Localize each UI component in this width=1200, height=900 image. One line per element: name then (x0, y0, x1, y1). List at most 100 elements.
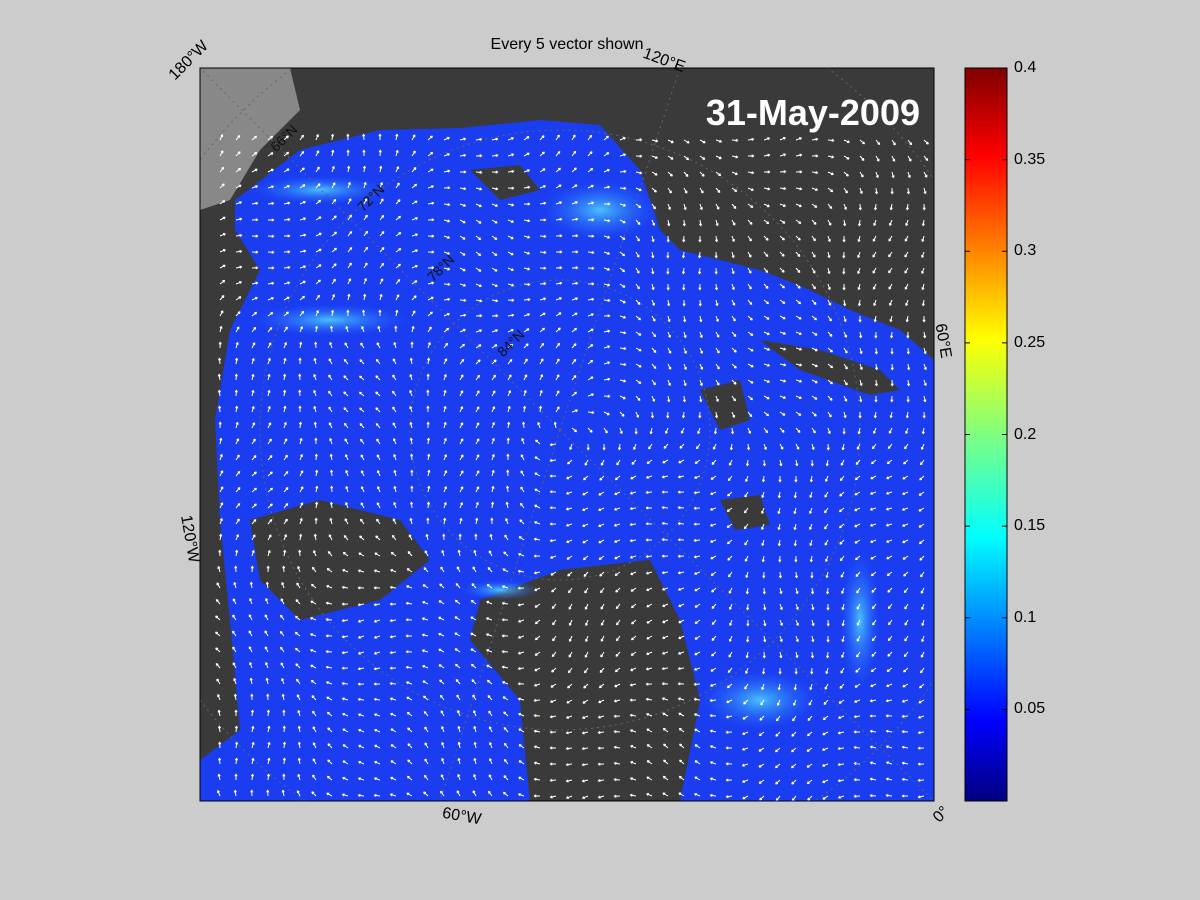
drift-vector (551, 651, 557, 658)
drift-vector (795, 251, 801, 257)
drift-vector (922, 315, 926, 323)
drift-vector (267, 185, 275, 189)
drift-vector (427, 281, 435, 285)
drift-vector (219, 518, 223, 525)
drift-vector (709, 761, 717, 765)
drift-vector (614, 571, 621, 576)
drift-vector (312, 742, 317, 749)
drift-vector (533, 537, 541, 541)
drift-vector (411, 295, 417, 301)
drift-vector (520, 486, 525, 493)
drift-vector (310, 617, 317, 621)
drift-vector (795, 587, 799, 595)
drift-vector (299, 295, 306, 301)
drift-vector (360, 470, 365, 477)
drift-vector (376, 342, 381, 349)
drift-vector (555, 167, 561, 173)
drift-vector (553, 421, 557, 429)
drift-vector (763, 235, 769, 241)
drift-vector (299, 249, 307, 253)
drift-vector (661, 667, 669, 671)
drift-vector (742, 779, 749, 783)
drift-vector (872, 283, 877, 290)
drift-vector (328, 358, 333, 365)
drift-vector (744, 555, 749, 562)
drift-vector (295, 599, 301, 605)
drift-vector (422, 680, 429, 685)
drift-vector (395, 263, 401, 269)
drift-vector (906, 379, 911, 387)
drift-vector (294, 615, 301, 621)
drift-vector (779, 347, 787, 351)
drift-vector (920, 571, 925, 578)
colorbar-tick-label: 0.05 (1014, 700, 1046, 718)
drift-vector (661, 521, 669, 526)
drift-vector (539, 389, 543, 397)
drift-vector (538, 405, 543, 413)
drift-vector (347, 278, 352, 285)
drift-vector (215, 615, 221, 621)
drift-vector (616, 619, 621, 626)
drift-vector (459, 454, 464, 461)
drift-vector (265, 662, 269, 669)
drift-vector (390, 569, 397, 573)
drift-vector (747, 347, 754, 352)
drift-vector (793, 683, 797, 691)
drift-vector (698, 283, 702, 291)
drift-vector (677, 538, 685, 542)
drift-vector (779, 635, 783, 643)
drift-vector (747, 363, 754, 368)
drift-vector (485, 633, 493, 637)
drift-vector (411, 264, 418, 269)
drift-vector (710, 475, 717, 480)
drift-vector (842, 283, 846, 291)
drift-vector (329, 517, 333, 525)
drift-vector (677, 587, 685, 591)
drift-vector (874, 347, 878, 355)
drift-vector (555, 217, 563, 221)
drift-vector (427, 185, 434, 189)
drift-vector (746, 443, 751, 451)
drift-vector (459, 219, 466, 224)
drift-vector (235, 518, 240, 525)
drift-vector (331, 278, 336, 285)
drift-vector (840, 459, 845, 466)
drift-vector (715, 139, 723, 143)
drift-vector (747, 137, 755, 141)
drift-vector (390, 744, 397, 749)
drift-vector (731, 187, 738, 192)
drift-vector (251, 311, 258, 317)
drift-vector (215, 598, 221, 605)
drift-vector (600, 587, 605, 594)
drift-vector (837, 746, 845, 751)
drift-vector (219, 470, 224, 477)
drift-vector (373, 603, 381, 607)
drift-vector (710, 571, 717, 576)
drift-vector (695, 443, 701, 450)
drift-vector (407, 551, 413, 557)
drift-vector (603, 394, 611, 398)
drift-vector (345, 325, 349, 333)
drift-vector (555, 342, 561, 349)
drift-vector (395, 215, 402, 221)
drift-vector (491, 251, 498, 256)
drift-vector (856, 443, 861, 450)
drift-vector (359, 375, 365, 381)
drift-vector (507, 283, 515, 287)
drift-vector (409, 373, 413, 381)
drift-vector (661, 651, 669, 655)
drift-vector (555, 358, 560, 365)
drift-vector (490, 517, 494, 525)
drift-vector (854, 555, 861, 561)
drift-vector (758, 731, 765, 737)
drift-vector (457, 725, 461, 733)
drift-vector (406, 585, 413, 589)
drift-vector (299, 310, 305, 317)
drift-vector (902, 491, 909, 495)
drift-vector (555, 250, 563, 254)
drift-vector (715, 171, 722, 177)
drift-vector (459, 358, 465, 365)
drift-vector (395, 232, 402, 237)
drift-vector (571, 134, 576, 141)
drift-vector (357, 586, 365, 590)
